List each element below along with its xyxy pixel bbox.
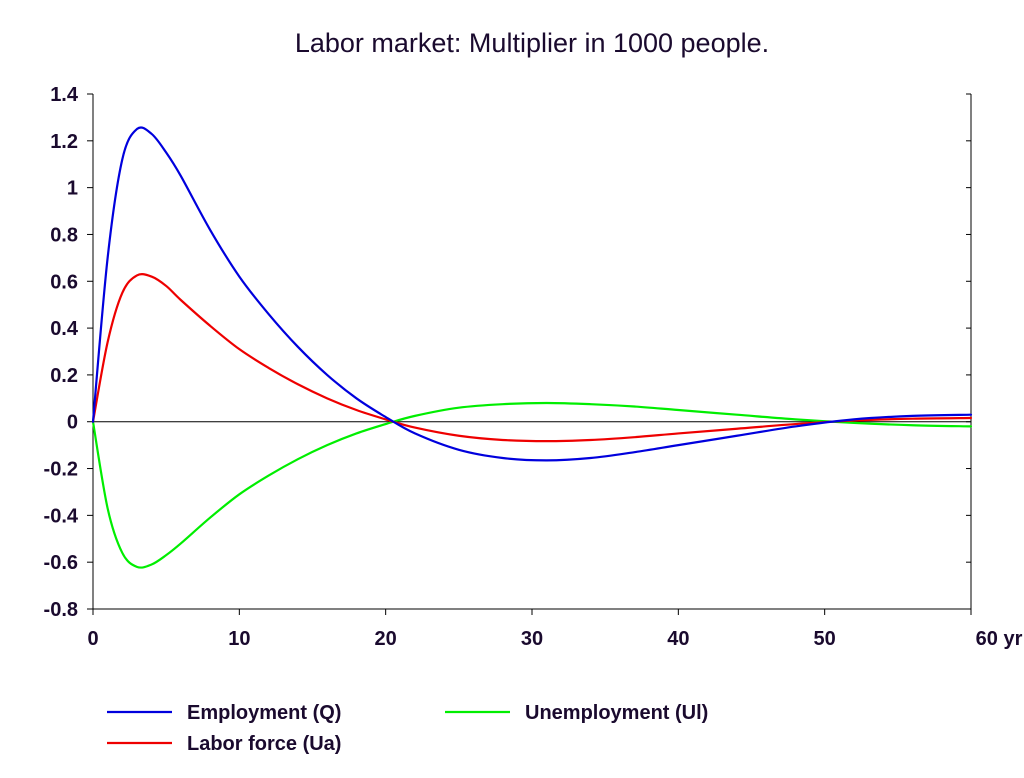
series-line-unemployment — [91, 401, 973, 569]
series-line-employment — [91, 126, 973, 462]
x-tick-label: 40 — [667, 628, 689, 650]
legend-label-unemployment: Unemployment (Ul) — [525, 702, 708, 724]
y-tick-label: -0.6 — [44, 552, 78, 574]
legend-label-labor-force: Labor force (Ua) — [187, 733, 341, 755]
chart-title: Labor market: Multiplier in 1000 people. — [295, 28, 769, 58]
x-tick-label: 60 yr — [976, 628, 1023, 650]
series-layer — [91, 126, 973, 569]
x-tick-label: 50 — [814, 628, 836, 650]
y-tick-label: 1.4 — [50, 84, 79, 106]
y-axis: -0.8 -0.6 -0.4 -0.2 0 0.2 0.4 0.6 0.8 1 1.2 1.4 — [44, 84, 971, 621]
x-tick-label: 20 — [375, 628, 397, 650]
x-tick-label: 10 — [228, 628, 250, 650]
y-tick-label: 0.6 — [50, 271, 78, 293]
x-tick-label: 30 — [521, 628, 543, 650]
y-tick-label: -0.8 — [44, 599, 78, 621]
x-tick-label: 0 — [87, 628, 98, 650]
y-tick-label: 0.8 — [50, 224, 78, 246]
legend: Employment (Q) Labor force (Ua) Unemployme… — [107, 702, 708, 755]
y-tick-label: 0 — [67, 412, 78, 434]
series-line-labor-force — [91, 273, 973, 443]
y-tick-label: 0.2 — [50, 365, 78, 387]
y-tick-label: 1 — [67, 178, 78, 200]
y-tick-label: -0.4 — [44, 505, 79, 527]
y-tick-label: 0.4 — [50, 318, 79, 340]
x-axis: 0 10 20 30 40 50 60 yr — [87, 609, 1023, 650]
y-tick-label: -0.2 — [44, 459, 78, 481]
y-tick-label: 1.2 — [50, 131, 78, 153]
legend-label-employment: Employment (Q) — [187, 702, 341, 724]
